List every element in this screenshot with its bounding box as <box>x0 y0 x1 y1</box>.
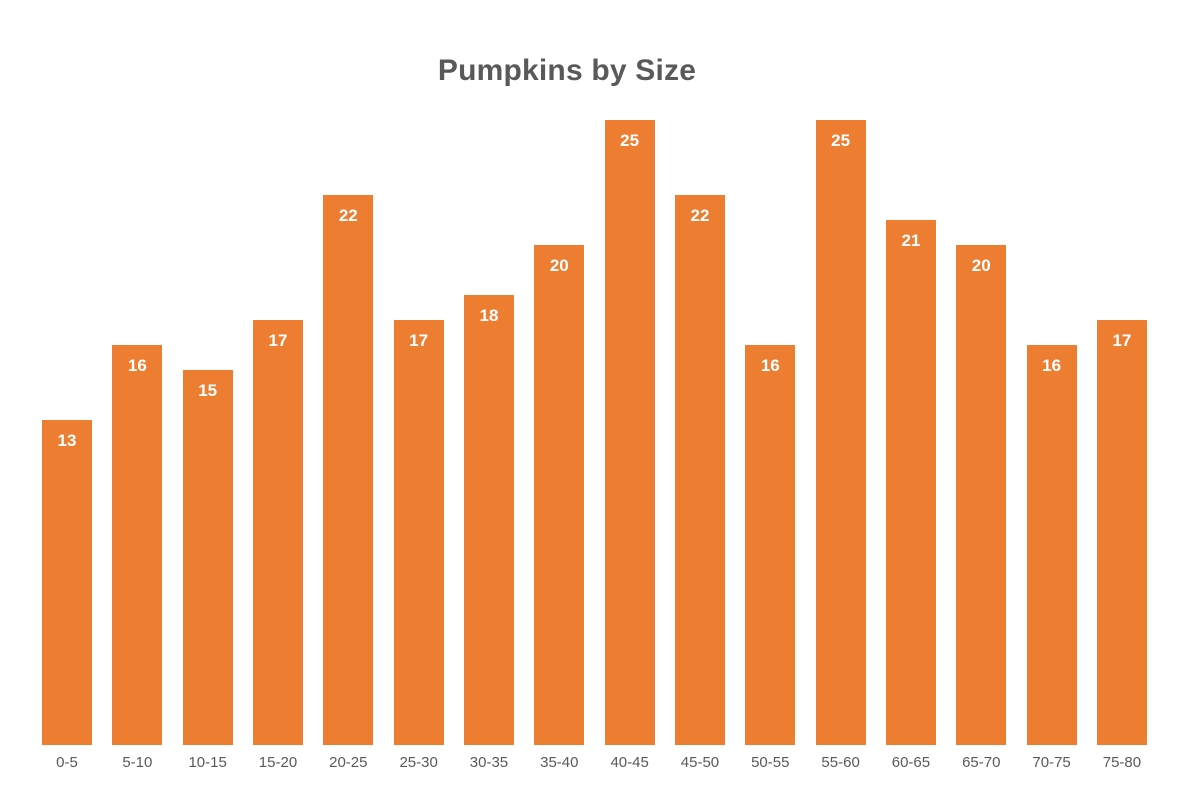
x-axis-label: 70-75 <box>1032 754 1071 771</box>
x-axis-label: 65-70 <box>962 754 1001 771</box>
bar: 18 <box>463 295 514 745</box>
bar-value-label: 17 <box>409 331 429 350</box>
bar-value-label: 21 <box>901 231 921 250</box>
x-axis-label: 20-25 <box>329 754 368 771</box>
bar-column: 16 5-10 <box>112 120 163 780</box>
bar-value-label: 22 <box>690 206 710 225</box>
x-axis-label: 45-50 <box>680 754 720 771</box>
bar-column: 22 20-25 <box>323 120 374 780</box>
bar: 20 <box>956 245 1007 745</box>
chart-title: Pumpkins by Size <box>437 54 697 87</box>
x-axis-label: 30-35 <box>469 754 509 771</box>
bar-column: 15 10-15 <box>182 120 233 780</box>
bar-column: 21 60-65 <box>885 120 936 780</box>
bar-column: 22 45-50 <box>674 120 725 780</box>
bar-value-label: 25 <box>831 131 851 150</box>
x-axis-label: 0-5 <box>56 754 78 771</box>
bar: 25 <box>815 120 866 745</box>
bar-column: 17 25-30 <box>393 120 444 780</box>
bar: 17 <box>1096 320 1147 745</box>
bar: 25 <box>604 120 655 745</box>
x-axis-label: 55-60 <box>821 754 860 771</box>
x-axis-label: 15-20 <box>258 754 298 771</box>
bar-column: 17 15-20 <box>252 120 303 780</box>
bar: 16 <box>112 345 163 745</box>
bar: 22 <box>674 195 725 745</box>
bar: 17 <box>252 320 303 745</box>
bar-column: 20 35-40 <box>534 120 585 780</box>
bar-value-label: 20 <box>971 256 991 275</box>
bar: 15 <box>182 370 233 745</box>
bar-value-label: 16 <box>1042 356 1062 375</box>
x-axis-label: 60-65 <box>891 754 931 771</box>
bar-value-label: 22 <box>338 206 358 225</box>
bar-value-label: 17 <box>1112 331 1132 350</box>
bar-column: 25 40-45 <box>604 120 655 780</box>
bar-column: 18 30-35 <box>463 120 514 780</box>
plot-area: 13 0-5 16 5-10 15 10-15 17 15-20 22 20-25 17 25-30 1… <box>42 120 1147 780</box>
bar-column: 13 0-5 <box>42 120 92 780</box>
bar-value-label: 13 <box>57 431 77 450</box>
x-axis-label: 35-40 <box>540 754 579 771</box>
bar-column: 17 75-80 <box>1096 120 1147 780</box>
bar: 17 <box>393 320 444 745</box>
bar-column: 16 70-75 <box>1026 120 1077 780</box>
bar-value-label: 25 <box>620 131 640 150</box>
bar: 16 <box>745 345 796 745</box>
bar-column: 25 55-60 <box>815 120 866 780</box>
bar: 22 <box>323 195 374 745</box>
bar-value-label: 18 <box>479 306 499 325</box>
x-axis-label: 5-10 <box>122 754 153 771</box>
bar-value-label: 16 <box>760 356 780 375</box>
bar: 16 <box>1026 345 1077 745</box>
bar-column: 16 50-55 <box>745 120 796 780</box>
bar-value-label: 15 <box>198 381 218 400</box>
x-axis-label: 10-15 <box>188 754 227 771</box>
x-axis-label: 25-30 <box>399 754 438 771</box>
bar-value-label: 17 <box>268 331 288 350</box>
bar-column: 20 65-70 <box>956 120 1007 780</box>
bar-value-label: 16 <box>127 356 147 375</box>
x-axis-label: 75-80 <box>1102 754 1142 771</box>
x-axis-label: 50-55 <box>751 754 790 771</box>
bar: 13 <box>42 420 92 745</box>
bar: 21 <box>885 220 936 745</box>
bar-value-label: 20 <box>549 256 569 275</box>
bar: 20 <box>534 245 585 745</box>
x-axis-label: 40-45 <box>610 754 649 771</box>
